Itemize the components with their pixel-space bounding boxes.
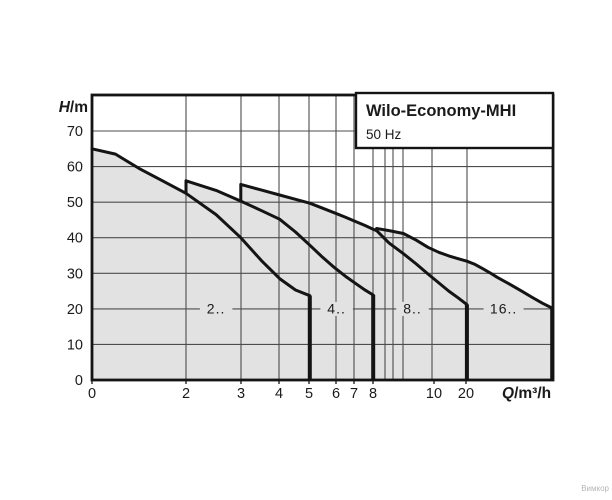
pump-curves bbox=[90, 147, 555, 380]
y-tick-label-10: 10 bbox=[67, 337, 83, 353]
curve-2.. bbox=[90, 147, 312, 298]
series-label-16..: 16.. bbox=[490, 300, 517, 316]
y-tick-label-50: 50 bbox=[67, 195, 83, 211]
x-tick-label-3: 3 bbox=[237, 386, 245, 402]
curve-8.. bbox=[239, 182, 469, 307]
x-tick-label-6: 6 bbox=[332, 386, 340, 402]
x-tick-label-5: 5 bbox=[305, 386, 313, 402]
series-label-4..: 4.. bbox=[327, 300, 346, 316]
series-label-bg bbox=[199, 301, 233, 316]
y-axis-title: H/m bbox=[59, 99, 88, 116]
x-tick-label-10: 10 bbox=[426, 386, 442, 402]
title-box-border bbox=[354, 91, 555, 150]
y-tick-label-0: 0 bbox=[75, 373, 83, 389]
watermark: Вимкор bbox=[581, 484, 609, 493]
x-tick-label-7: 7 bbox=[350, 386, 358, 402]
x-tick-label-8: 8 bbox=[369, 386, 377, 402]
series-label-bg bbox=[320, 301, 353, 316]
y-tick-label-30: 30 bbox=[67, 266, 83, 282]
y-tick-label-70: 70 bbox=[67, 124, 83, 140]
plot-frame bbox=[90, 93, 555, 382]
y-tick-label-60: 60 bbox=[67, 160, 83, 176]
y-tick-labels: 0 10 20 30 40 50 60 70 bbox=[67, 124, 83, 389]
series-labels: 2.. 4.. 8.. 16.. bbox=[199, 300, 524, 316]
curve-4.. bbox=[184, 179, 375, 297]
curve-16.. bbox=[375, 227, 554, 310]
y-tick-label-40: 40 bbox=[67, 231, 83, 247]
series-label-bg bbox=[483, 301, 524, 316]
y-tick-label-20: 20 bbox=[67, 302, 83, 318]
x-tick-label-2: 2 bbox=[182, 386, 190, 402]
series-label-bg bbox=[396, 301, 429, 316]
chart-title: Wilo-Economy-MHI bbox=[366, 102, 516, 120]
x-tick-label-20: 20 bbox=[458, 386, 474, 402]
x-tick-label-4: 4 bbox=[275, 386, 283, 402]
chart-subtitle: 50 Hz bbox=[366, 127, 402, 142]
title-box: Wilo-Economy-MHI 50 Hz bbox=[354, 91, 555, 150]
x-tick-label-0: 0 bbox=[88, 386, 96, 402]
x-axis-title: Q/m³/h bbox=[502, 385, 551, 402]
x-tick-labels: 0 2 3 4 5 6 7 8 10 20 bbox=[88, 386, 474, 402]
series-label-8..: 8.. bbox=[403, 300, 422, 316]
series-label-2..: 2.. bbox=[207, 300, 226, 316]
envelope-fill bbox=[92, 148, 553, 380]
